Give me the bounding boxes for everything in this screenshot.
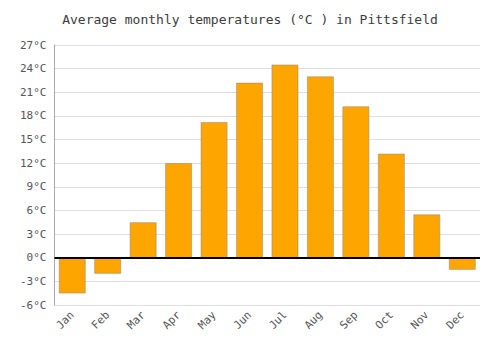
svg-text:-3°C: -3°C xyxy=(20,275,47,288)
svg-text:Nov: Nov xyxy=(408,308,431,331)
svg-text:6°C: 6°C xyxy=(27,204,47,217)
svg-text:Dec: Dec xyxy=(444,309,467,332)
svg-text:18°C: 18°C xyxy=(20,109,47,122)
svg-text:Feb: Feb xyxy=(89,309,112,332)
svg-text:Jul: Jul xyxy=(266,309,289,332)
svg-text:Jan: Jan xyxy=(54,309,77,332)
svg-text:27°C: 27°C xyxy=(20,39,47,52)
svg-text:12°C: 12°C xyxy=(20,157,47,170)
svg-text:Mar: Mar xyxy=(125,308,148,331)
svg-text:3°C: 3°C xyxy=(27,228,47,241)
svg-text:9°C: 9°C xyxy=(27,180,47,193)
svg-text:Oct: Oct xyxy=(373,309,396,332)
svg-text:15°C: 15°C xyxy=(20,133,47,146)
svg-text:Average monthly temperatures (: Average monthly temperatures (°C ) in Pi… xyxy=(62,12,438,27)
svg-text:Sep: Sep xyxy=(337,309,360,332)
svg-text:Aug: Aug xyxy=(302,309,325,332)
svg-text:0°C: 0°C xyxy=(27,251,47,264)
svg-text:May: May xyxy=(195,308,218,331)
svg-text:24°C: 24°C xyxy=(20,62,47,75)
svg-text:-6°C: -6°C xyxy=(20,299,47,312)
svg-text:Apr: Apr xyxy=(160,308,183,331)
svg-text:Jun: Jun xyxy=(231,309,254,332)
svg-text:21°C: 21°C xyxy=(20,86,47,99)
